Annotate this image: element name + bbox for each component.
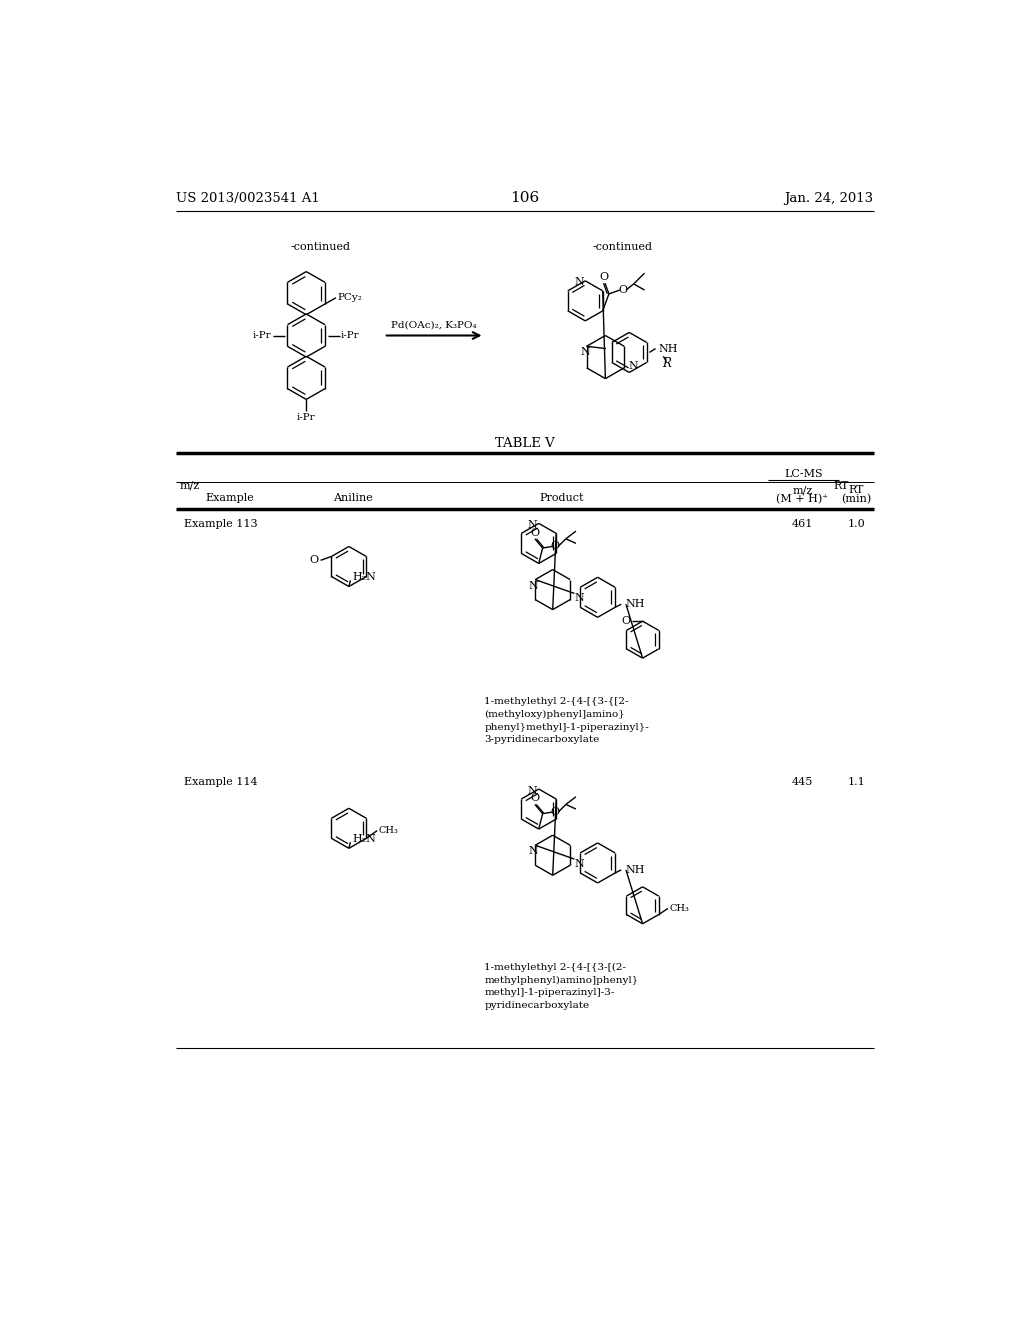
Text: Aniline: Aniline [333,492,373,503]
Text: 445: 445 [792,777,813,787]
Text: 461: 461 [792,519,813,529]
Text: i-Pr: i-Pr [341,331,359,341]
Text: i-Pr: i-Pr [297,413,315,422]
Text: Jan. 24, 2013: Jan. 24, 2013 [784,191,873,205]
Text: -continued: -continued [593,242,652,252]
Text: 1-methylethyl 2-{4-[{3-[(2-
methylphenyl)amino]phenyl}
methyl]-1-piperazinyl]-3-: 1-methylethyl 2-{4-[{3-[(2- methylphenyl… [484,964,639,1010]
Text: RT: RT [834,480,849,491]
Text: (M + H)⁺: (M + H)⁺ [776,495,828,504]
Text: 1.1: 1.1 [848,777,865,787]
Text: Example: Example [206,492,254,503]
Text: N: N [527,785,538,796]
Text: N: N [528,581,539,591]
Text: NH: NH [626,865,645,875]
Text: O: O [551,807,559,817]
Text: CH₃: CH₃ [670,904,689,913]
Text: N: N [629,362,639,371]
Text: N: N [574,859,585,869]
Text: 1.0: 1.0 [848,519,865,529]
Text: O: O [551,541,559,552]
Text: RT: RT [849,486,864,495]
Text: N: N [527,520,538,529]
Text: R: R [662,358,671,371]
Text: H₂N: H₂N [352,834,376,843]
Text: N: N [528,846,539,857]
Text: Example 113: Example 113 [183,519,257,529]
Text: m/z: m/z [180,480,200,491]
Text: O: O [621,616,630,626]
Text: N: N [574,593,585,603]
Text: NH: NH [658,343,678,354]
Text: Pd(OAc)₂, K₃PO₄: Pd(OAc)₂, K₃PO₄ [391,321,477,329]
Text: O: O [599,272,608,282]
Text: 106: 106 [510,191,540,206]
Text: US 2013/0023541 A1: US 2013/0023541 A1 [176,191,319,205]
Text: O: O [530,793,540,804]
Text: O: O [530,528,540,537]
Text: N: N [581,347,590,358]
Text: i-Pr: i-Pr [253,331,271,341]
Text: -continued: -continued [290,242,350,252]
Text: N: N [574,277,584,288]
Text: Example 114: Example 114 [183,777,257,787]
Text: TABLE V: TABLE V [495,437,555,450]
Text: m/z: m/z [793,486,812,495]
Text: (min): (min) [842,495,871,504]
Text: 1-methylethyl 2-{4-[{3-{[2-
(methyloxy)phenyl]amino}
phenyl}methyl]-1-piperaziny: 1-methylethyl 2-{4-[{3-{[2- (methyloxy)p… [484,697,649,744]
Text: NH: NH [626,599,645,610]
Text: LC-MS: LC-MS [784,469,823,479]
Text: PCy₂: PCy₂ [338,293,362,302]
Text: Product: Product [540,492,585,503]
Text: O: O [618,285,628,296]
Text: CH₃: CH₃ [379,826,398,836]
Text: O: O [310,556,318,565]
Text: H₂N: H₂N [352,573,376,582]
